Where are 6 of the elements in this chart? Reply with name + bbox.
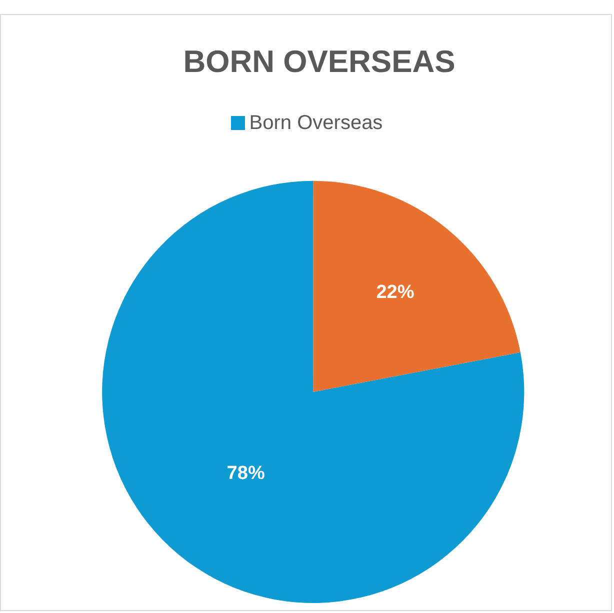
data-label: 78% bbox=[226, 462, 265, 484]
chart-title: BORN OVERSEAS bbox=[183, 44, 456, 80]
pie-slice bbox=[102, 180, 524, 603]
legend-label: Born Overseas bbox=[249, 112, 383, 134]
data-label: 22% bbox=[376, 282, 414, 304]
pie-slice bbox=[313, 180, 520, 392]
